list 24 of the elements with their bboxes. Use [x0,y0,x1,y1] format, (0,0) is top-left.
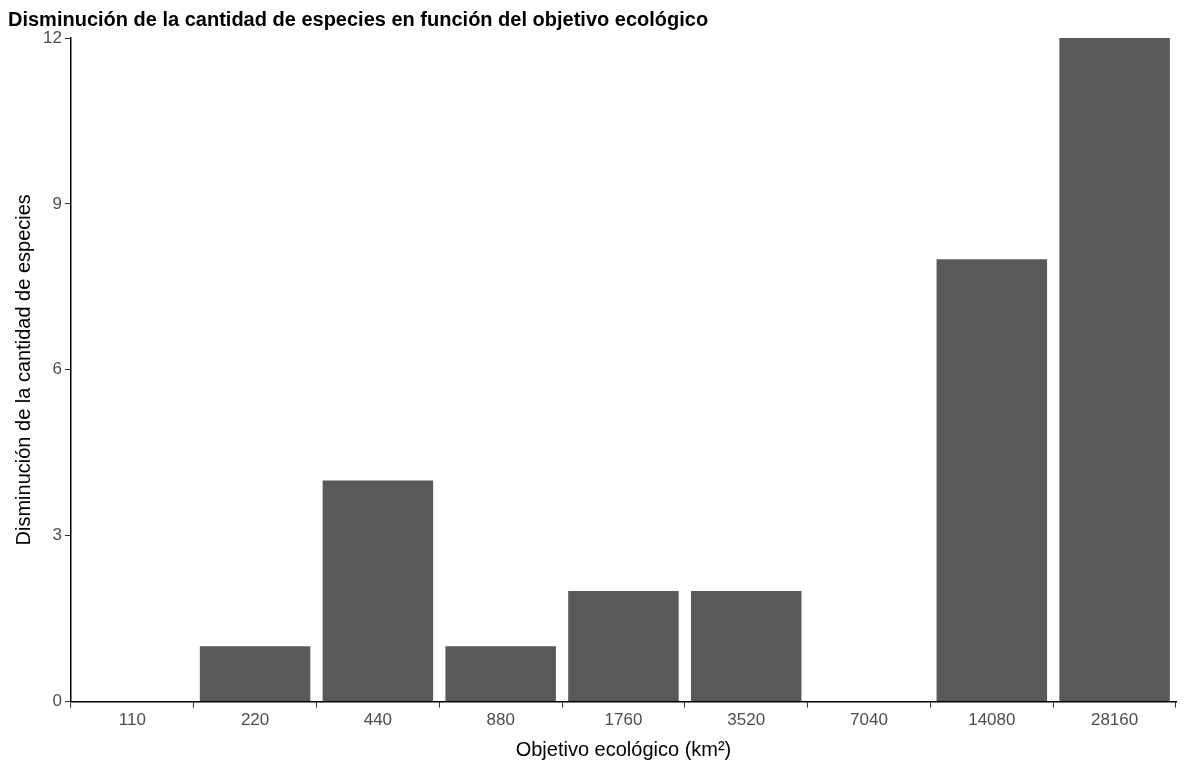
y-tick-label: 0 [52,691,62,711]
x-tick-label: 28160 [1090,710,1139,730]
x-tick-label: 110 [118,710,146,730]
bar [690,591,802,702]
y-axis-title: Disminución de la cantidad de especies [11,194,34,546]
x-tick-label: 3520 [727,710,766,730]
x-tick-label: 440 [363,710,393,730]
bar [199,646,311,702]
bar [936,259,1048,702]
bar [322,480,434,702]
y-tick-label: 3 [52,525,62,545]
bar [445,646,556,702]
x-axis-title: Objetivo ecológico (km²) [515,737,732,760]
x-tick-label: 7040 [850,710,888,730]
y-tick-label: 12 [42,27,62,47]
chart-title: Disminución de la cantidad de especies en función del objetivo ecológico [8,7,709,30]
x-tick-label: 14080 [968,710,1016,730]
x-tick-label: 1760 [604,710,643,730]
x-tick-label: 220 [240,710,270,730]
y-tick-label: 6 [52,359,62,379]
bar [568,591,679,702]
y-tick-label: 9 [52,193,62,213]
bar [1059,38,1170,702]
x-tick-label: 880 [486,710,515,730]
